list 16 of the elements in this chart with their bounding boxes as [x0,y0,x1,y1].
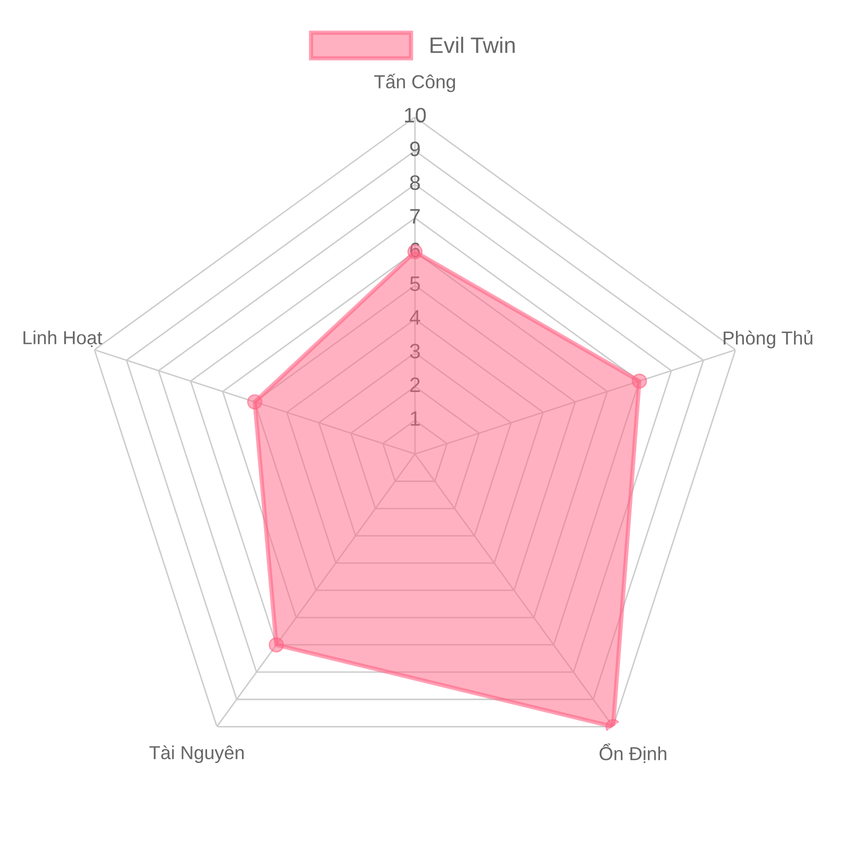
y-tick-label: 2 [410,377,420,392]
y-tick-label: 5 [410,276,420,292]
spoke-label: Ổn Định [600,743,666,763]
y-tick-label: 9 [410,142,420,156]
legend-label: Evil Twin [430,36,515,53]
y-tick-label: 6 [410,242,420,258]
spoke-label: Tài Nguyên [149,745,244,764]
spoke-label: Tấn Công [374,74,455,92]
y-tick-label: 1 [410,411,420,426]
spoke-label: Linh Hoạt [24,330,102,348]
y-tick-label: 10 [405,108,426,123]
y-tick-label: 7 [410,209,420,224]
spoke-label: Phòng Thủ [724,330,812,348]
y-tick-label: 4 [410,310,420,325]
y-tick-label: 8 [410,175,420,190]
y-tick-label: 3 [410,344,420,358]
